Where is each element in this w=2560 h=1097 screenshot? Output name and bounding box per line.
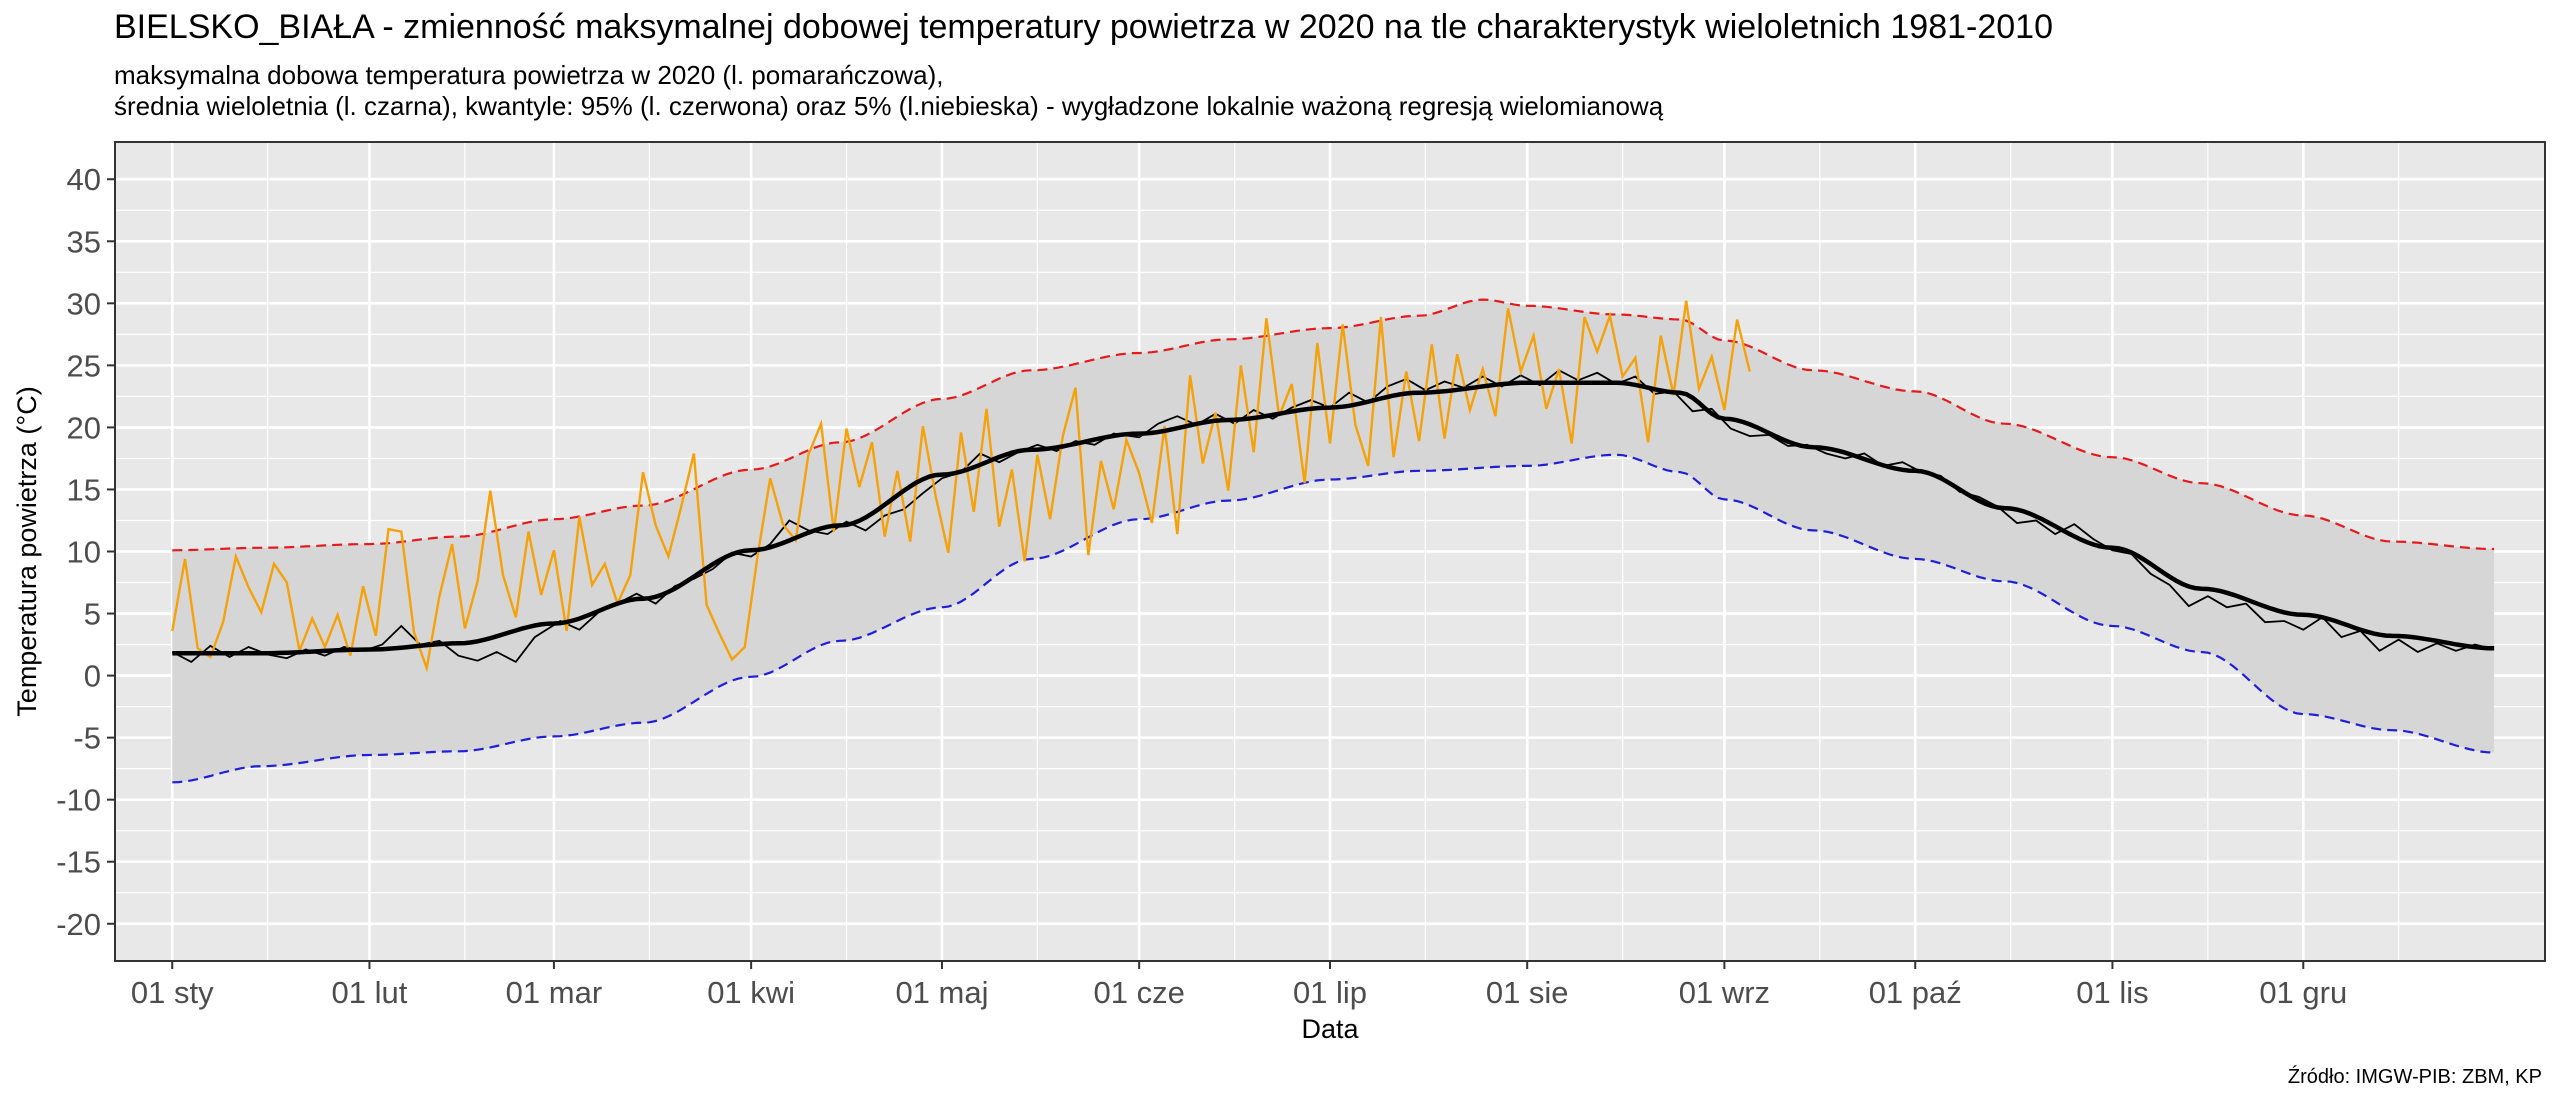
chart-title: BIELSKO_BIAŁA - zmienność maksymalnej do… bbox=[114, 8, 2053, 46]
mean-smooth-line bbox=[172, 380, 2495, 656]
x-tick-label: 01 wrz bbox=[1679, 975, 1770, 1010]
x-tick-label: 01 lut bbox=[332, 975, 408, 1010]
x-tick-label: 01 paź bbox=[1869, 975, 1962, 1010]
y-tick-label: -15 bbox=[56, 845, 101, 880]
y-tick-label: 25 bbox=[67, 348, 101, 383]
chart-subtitle-line-2: średnia wieloletnia (l. czarna), kwantyl… bbox=[114, 91, 1664, 121]
y-tick-label: 20 bbox=[67, 410, 101, 445]
x-tick-label: 01 gru bbox=[2259, 975, 2347, 1010]
x-tick-label: 01 sty bbox=[131, 975, 214, 1010]
x-tick-label: 01 kwi bbox=[707, 975, 795, 1010]
q5-line bbox=[172, 453, 2495, 784]
y-tick-label: 15 bbox=[67, 472, 101, 507]
y-tick-label: -5 bbox=[73, 721, 101, 756]
y-tick-label: 40 bbox=[67, 162, 101, 197]
y-tick-label: 10 bbox=[67, 535, 101, 570]
x-tick-label: 01 mar bbox=[506, 975, 602, 1010]
x-tick-label: 01 maj bbox=[895, 975, 988, 1010]
y-tick-label: 0 bbox=[84, 659, 101, 694]
q95-line bbox=[172, 298, 2495, 552]
y-axis-title: Temperatura powietrza (°C) bbox=[12, 386, 42, 716]
y-tick-label: 30 bbox=[67, 286, 101, 321]
y-tick-label: -10 bbox=[56, 783, 101, 818]
x-axis-title: Data bbox=[1301, 1014, 1359, 1044]
y-tick-label: 35 bbox=[67, 224, 101, 259]
source-caption: Źródło: IMGW-PIB: ZBM, KP bbox=[2287, 1066, 2542, 1088]
y-tick-label: 5 bbox=[84, 597, 101, 632]
x-tick-label: 01 lip bbox=[1293, 975, 1367, 1010]
x-tick-label: 01 lis bbox=[2076, 975, 2148, 1010]
x-tick-label: 01 sie bbox=[1486, 975, 1569, 1010]
chart-subtitle-line-1: maksymalna dobowa temperatura powietrza … bbox=[114, 60, 944, 90]
y-tick-label: -20 bbox=[56, 907, 101, 942]
x-tick-label: 01 cze bbox=[1093, 975, 1184, 1010]
quantile-band bbox=[172, 299, 2495, 783]
